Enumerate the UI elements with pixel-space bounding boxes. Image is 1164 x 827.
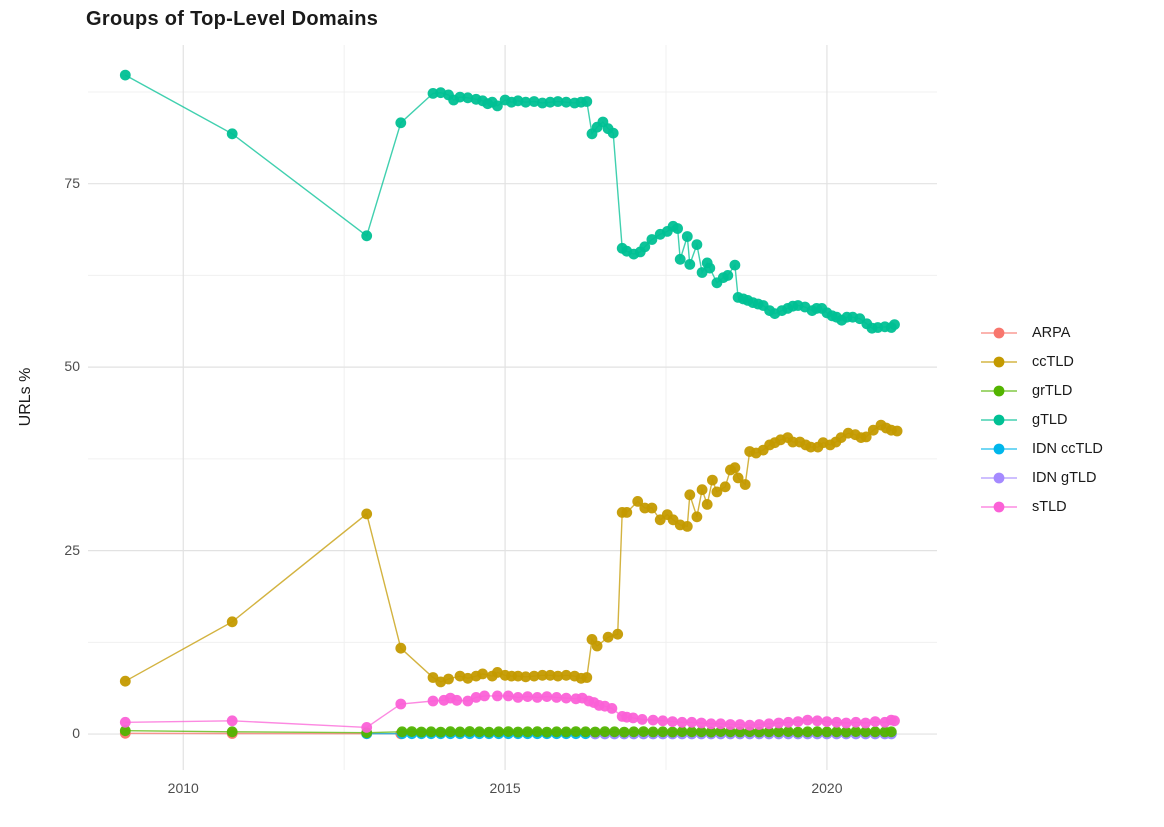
legend-label: ccTLD xyxy=(1032,353,1074,370)
legend-key-icon xyxy=(981,356,1017,367)
legend-item-gtld: gTLD xyxy=(980,405,1103,434)
legend-label: IDN gTLD xyxy=(1032,469,1097,486)
legend-key-icon xyxy=(981,443,1017,454)
legend-key-icon xyxy=(981,501,1017,512)
legend-label: sTLD xyxy=(1032,498,1067,515)
legend: ARPA ccTLD grTLD gTLD IDN ccTLD IDN gTLD sTLD xyxy=(980,318,1103,521)
legend-item-grtld: grTLD xyxy=(980,376,1103,405)
legend-key-icon xyxy=(981,385,1017,396)
y-tick-label: 50 xyxy=(64,358,80,375)
y-tick-label: 75 xyxy=(64,174,80,191)
y-tick-label: 0 xyxy=(72,725,80,742)
y-tick-label: 25 xyxy=(64,541,80,558)
y-axis-title: URLs % xyxy=(17,367,34,427)
gridlines-minor xyxy=(88,45,937,770)
legend-item-cctld: ccTLD xyxy=(980,347,1103,376)
legend-item-idn-cctld: IDN ccTLD xyxy=(980,434,1103,463)
x-tick-label: 2015 xyxy=(489,780,521,796)
legend-item-idn-gtld: IDN gTLD xyxy=(980,463,1103,492)
series-gtld xyxy=(119,69,900,334)
chart-title: Groups of Top-Level Domains xyxy=(86,8,379,30)
x-tick-label: 2020 xyxy=(811,780,843,796)
series-stld xyxy=(119,690,900,733)
legend-key-icon xyxy=(981,472,1017,483)
gridlines-major xyxy=(88,45,937,770)
series-cctld xyxy=(119,419,903,688)
series-grtld xyxy=(119,725,897,739)
legend-label: IDN ccTLD xyxy=(1032,440,1103,457)
x-tick-label: 2010 xyxy=(167,780,199,796)
legend-key-icon xyxy=(981,414,1017,425)
legend-key-icon xyxy=(981,327,1017,338)
legend-label: gTLD xyxy=(1032,411,1068,428)
legend-item-stld: sTLD xyxy=(980,492,1103,521)
legend-label: grTLD xyxy=(1032,382,1073,399)
legend-item-arpa: ARPA xyxy=(980,318,1103,347)
legend-label: ARPA xyxy=(1032,324,1071,341)
